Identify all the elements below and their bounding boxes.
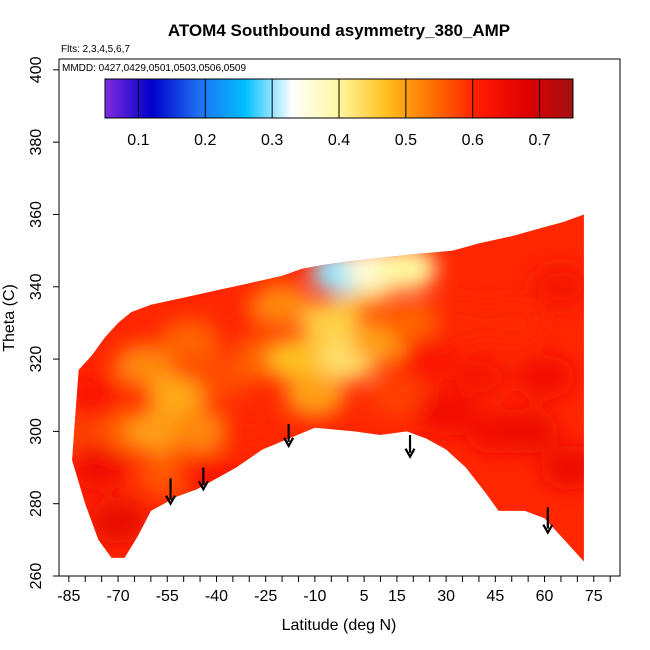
- heatmap-cell: [530, 264, 584, 309]
- arrow-head: [165, 495, 177, 506]
- heatmap-cell: [481, 300, 542, 345]
- heatmap-cell: [127, 409, 188, 454]
- colorbar: 0.1 0.2 0.3 0.4 0.5 0.6 0.7: [104, 78, 574, 149]
- x-tick-label: -25: [254, 588, 277, 605]
- heatmap-cell: [219, 409, 280, 454]
- arrow-head: [542, 524, 554, 535]
- x-axis: -85 -70 -55 -40 -25 -10 5 15 30 45 60 75: [57, 576, 611, 605]
- chart-title: ATOM4 Southbound asymmetry_380_AMP: [168, 21, 510, 40]
- y-tick-label: 340: [28, 273, 45, 300]
- heatmap-cell: [88, 499, 149, 544]
- y-axis-label: Theta (C): [1, 284, 18, 352]
- dates-label: MMDD: 0427,0429,0501,0503,0506,0509: [62, 63, 246, 74]
- y-tick-label: 320: [28, 346, 45, 373]
- x-tick-label: -40: [205, 588, 228, 605]
- heatmap-cell: [432, 300, 493, 345]
- x-tick-label: 60: [536, 588, 554, 605]
- heatmap-cell: [114, 344, 175, 389]
- heatmap-cell: [268, 337, 329, 382]
- heatmap-cell: [498, 409, 559, 454]
- heatmap-cell: [170, 409, 231, 454]
- colorbar-tick-label: 0.5: [395, 132, 417, 149]
- heatmap-cell: [72, 445, 129, 490]
- colorbar-tick-label: 0.2: [194, 132, 216, 149]
- heatmap-cell: [72, 373, 122, 418]
- x-tick-label: -85: [57, 588, 80, 605]
- x-tick-label: 75: [585, 588, 603, 605]
- arrow-head: [404, 448, 416, 459]
- colorbar-tick-label: 0.3: [261, 132, 283, 149]
- heatmap-cell: [147, 373, 208, 418]
- colorbar-tick-label: 0.7: [528, 132, 550, 149]
- heatmap-cell: [252, 282, 313, 327]
- heatmap-cell: [416, 391, 477, 436]
- colorbar-tick-label: 0.6: [462, 132, 484, 149]
- heatmap-cell: [137, 452, 198, 497]
- y-tick-label: 360: [28, 201, 45, 228]
- x-tick-label: -70: [106, 588, 129, 605]
- heatmap-cell: [366, 373, 427, 418]
- y-tick-label: 300: [28, 418, 45, 445]
- heatmap-cell: [383, 300, 444, 345]
- heatmap-cell: [160, 319, 221, 363]
- y-tick-label: 380: [28, 129, 45, 156]
- heatmap-cell: [540, 445, 584, 490]
- heatmap-cell: [284, 373, 345, 418]
- heatmap-cell: [72, 409, 103, 454]
- x-tick-label: 30: [437, 588, 455, 605]
- y-tick-label: 260: [28, 563, 45, 590]
- x-tick-label: -55: [156, 588, 179, 605]
- x-tick-label: 5: [360, 588, 369, 605]
- arrow-head: [197, 480, 209, 492]
- heatmap-cell: [206, 300, 267, 345]
- plot-frame: [58, 58, 621, 577]
- heatmap-cell: [376, 246, 437, 291]
- heatmap-cell: [301, 300, 362, 345]
- heatmap-cell: [514, 355, 575, 400]
- arrow-markers: [165, 424, 554, 535]
- x-tick-label: 45: [486, 588, 504, 605]
- heatmap-cell: [399, 337, 460, 382]
- y-tick-label: 280: [28, 490, 45, 517]
- heatmap-cell: [448, 355, 509, 400]
- arrow-head: [283, 437, 295, 449]
- x-axis-label: Latitude (deg N): [282, 617, 397, 634]
- y-axis: 260 280 300 320 340 360 380 400: [28, 56, 59, 589]
- colorbar-tick-label: 0.1: [127, 132, 149, 149]
- y-tick-label: 400: [28, 56, 45, 83]
- colorbar-tick-label: 0.4: [328, 132, 350, 149]
- x-tick-label: 15: [388, 588, 406, 605]
- heatmap-cell: [179, 452, 240, 497]
- flights-label: Flts: 2,3,4,5,6,7: [61, 44, 130, 55]
- x-tick-label: -10: [303, 588, 326, 605]
